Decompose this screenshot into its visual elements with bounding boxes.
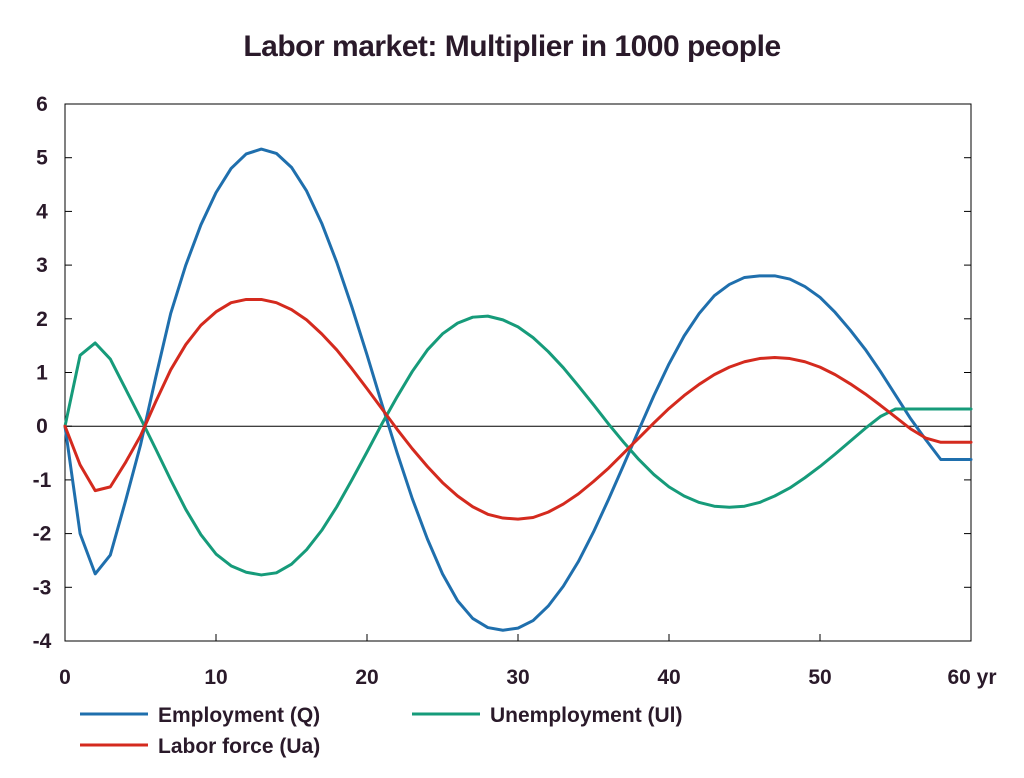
- plot-border: [64, 103, 972, 642]
- plot-frame: [64, 103, 972, 642]
- x-tick-label: 10: [204, 666, 227, 689]
- legend-label-3: Labor force (Ua): [158, 735, 320, 758]
- x-tick-label: 40: [657, 666, 680, 689]
- x-tick-label: 20: [355, 666, 378, 689]
- legend-label-1: Employment (Q): [158, 704, 320, 727]
- legend: Employment (Q) Unemployment (Ul) Labor for…: [80, 704, 683, 758]
- series-lines: [63, 147, 973, 632]
- legend-label-2: Unemployment (Ul): [490, 704, 683, 727]
- x-tick-label: 50: [808, 666, 831, 689]
- series-line-2: [63, 314, 973, 577]
- series-line-3: [63, 297, 973, 521]
- y-tick-label: -4: [33, 630, 52, 653]
- axis-ticks: [64, 103, 972, 642]
- y-tick-label: 6: [36, 93, 48, 116]
- chart-title: Labor market: Multiplier in 1000 people: [243, 30, 781, 63]
- y-tick-label: -2: [33, 523, 52, 546]
- y-tick-label: 1: [36, 362, 48, 385]
- y-tick-label: -3: [33, 576, 52, 599]
- y-tick-label: -1: [33, 469, 52, 492]
- series-line-1: [63, 147, 973, 632]
- y-tick-label: 4: [36, 200, 48, 223]
- tick-labels: -4 -3 -2 -1 0 1 2 3 4 5 6 0 10 20 30 40 50 60 yr: [33, 93, 997, 689]
- x-tick-label: 0: [59, 666, 71, 689]
- y-tick-label: 2: [36, 308, 48, 331]
- y-tick-label: 3: [36, 254, 48, 277]
- y-tick-label: 5: [36, 147, 48, 170]
- y-tick-label: 0: [36, 415, 48, 438]
- x-tick-label: 60 yr: [947, 666, 996, 689]
- x-tick-label: 30: [506, 666, 529, 689]
